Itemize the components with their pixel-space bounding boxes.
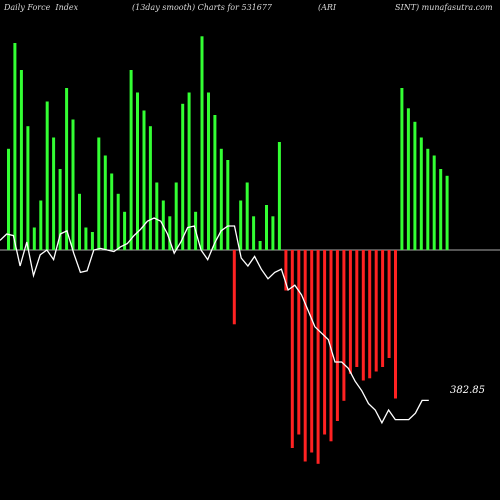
force-bar <box>142 110 146 250</box>
force-bar <box>426 148 430 251</box>
force-bar <box>232 250 236 325</box>
force-bar <box>394 250 397 399</box>
force-bar <box>219 148 223 251</box>
force-bar <box>329 250 333 442</box>
force-bar <box>123 211 127 251</box>
force-bar <box>65 88 69 250</box>
force-bar <box>213 115 217 250</box>
force-bar <box>245 182 249 250</box>
bars-group <box>7 36 449 464</box>
force-bar <box>174 182 178 250</box>
force-bar <box>277 142 281 250</box>
force-bar <box>445 175 449 251</box>
force-bar <box>316 250 320 464</box>
force-bar <box>71 119 75 250</box>
force-bar <box>342 250 346 401</box>
force-bar <box>413 121 417 251</box>
force-bar <box>148 126 152 250</box>
force-bar <box>97 137 101 250</box>
force-bar <box>19 70 23 250</box>
chart-title-description: (13day smooth) Charts for 531677 <box>132 3 273 12</box>
force-bar <box>355 250 359 367</box>
force-bar <box>361 250 365 381</box>
force-bar <box>271 216 275 251</box>
force-bar <box>90 232 94 250</box>
smooth-line <box>0 217 429 425</box>
force-bar <box>39 200 43 250</box>
force-bar <box>84 227 88 250</box>
force-bar <box>32 227 36 250</box>
force-bar <box>368 250 372 379</box>
force-bar <box>207 92 210 250</box>
force-bar <box>78 193 81 251</box>
force-bar <box>26 126 30 250</box>
force-bar <box>226 160 230 250</box>
force-bar <box>348 250 352 374</box>
chart-title-company: (ARI <box>318 3 337 12</box>
force-bar <box>406 108 410 251</box>
force-bar <box>284 250 288 291</box>
force-bar <box>45 101 49 250</box>
force-bar <box>419 137 423 250</box>
force-bar <box>265 205 268 250</box>
last-value-label: 382.85 <box>450 385 485 396</box>
force-bar <box>258 241 262 250</box>
force-bar <box>181 103 185 251</box>
force-bar <box>335 250 339 421</box>
force-bar <box>116 193 120 251</box>
force-bar <box>310 250 314 453</box>
force-bar <box>239 200 243 250</box>
force-bar <box>103 155 107 250</box>
force-bar <box>168 216 172 251</box>
force-bar <box>7 148 10 251</box>
chart-title-indicator: Daily Force Index <box>4 3 79 12</box>
force-bar <box>400 88 404 250</box>
force-bar <box>52 137 56 250</box>
force-bar <box>381 250 385 367</box>
force-bar <box>252 216 256 251</box>
force-bar <box>155 182 159 250</box>
force-bar <box>432 155 436 250</box>
force-bar <box>323 250 327 435</box>
force-bar <box>439 169 443 250</box>
force-bar <box>297 250 301 435</box>
chart-title-source: SINT) munafasutra.com <box>395 3 493 12</box>
force-bar <box>374 250 378 372</box>
force-bar <box>187 92 191 250</box>
force-bar <box>110 173 114 250</box>
force-bar <box>290 250 294 448</box>
force-bar <box>303 250 307 462</box>
force-bar <box>136 92 139 250</box>
force-bar <box>200 36 204 251</box>
force-bar <box>13 43 17 250</box>
force-bar <box>58 169 62 250</box>
force-bar <box>129 70 133 250</box>
force-bar <box>387 250 391 358</box>
